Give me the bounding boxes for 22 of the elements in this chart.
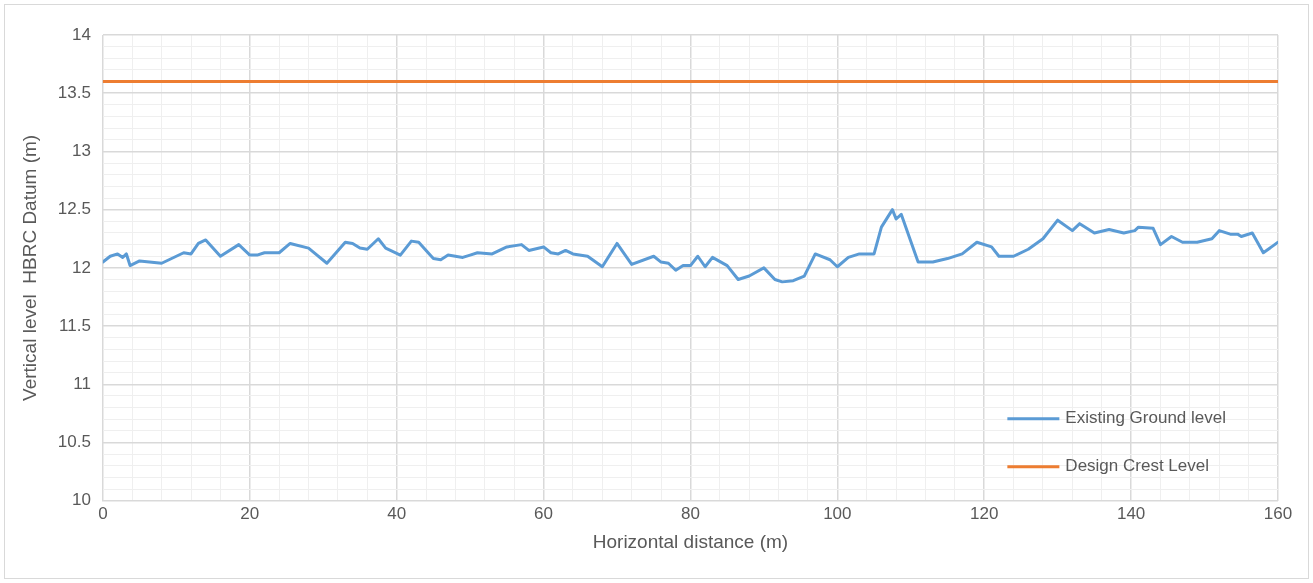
y-tick-label: 14: [71, 24, 91, 44]
x-axis-title: Horizontal distance (m): [592, 530, 789, 552]
x-tick-label: 0: [98, 503, 108, 523]
y-tick-label: 10.5: [57, 432, 91, 452]
legend-label: Design Crest Level: [1065, 456, 1209, 476]
x-tick-label: 60: [534, 503, 554, 523]
legend-label: Existing Ground level: [1065, 408, 1226, 428]
y-tick-label: 13: [71, 141, 91, 161]
y-tick-label: 11.5: [59, 315, 91, 335]
y-tick-label: 11: [73, 374, 91, 394]
x-tick-label: 120: [970, 503, 999, 523]
x-tick-label: 160: [1263, 503, 1293, 523]
y-tick-label: 13.5: [57, 82, 91, 102]
x-tick-label: 100: [823, 503, 852, 523]
y-axis-title: Vertical level HBRC Datum (m): [18, 134, 40, 401]
y-tick-label: 10: [71, 490, 91, 510]
x-tick-label: 80: [680, 503, 700, 523]
x-tick-label: 20: [240, 503, 260, 523]
x-tick-label: 40: [387, 503, 407, 523]
x-tick-label: 140: [1116, 503, 1146, 523]
y-tick-label: 12: [71, 257, 91, 277]
y-tick-label: 12.5: [57, 199, 91, 219]
